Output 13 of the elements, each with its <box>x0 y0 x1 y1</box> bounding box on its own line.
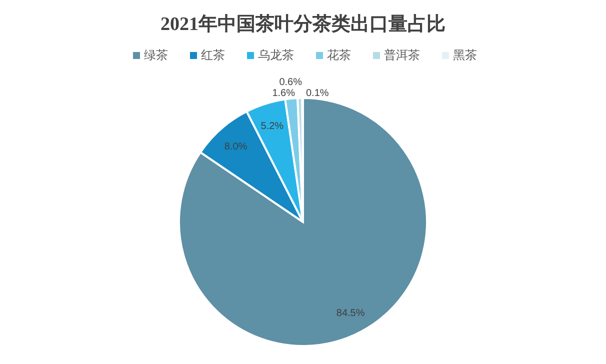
legend-label: 红茶 <box>201 48 225 62</box>
legend-label: 乌龙茶 <box>258 48 294 62</box>
data-label: 8.0% <box>224 142 248 153</box>
data-label: 0.6% <box>279 77 302 88</box>
legend-label: 绿茶 <box>144 48 168 62</box>
data-label: 1.6% <box>272 88 296 99</box>
legend-label: 花茶 <box>327 48 351 62</box>
chart-title: 2021年中国茶叶分茶类出口量占比 <box>160 13 446 35</box>
legend-label: 黑茶 <box>453 48 477 62</box>
data-label: 5.2% <box>260 121 284 132</box>
data-label: 0.1% <box>306 88 329 99</box>
data-label: 84.5% <box>336 308 365 319</box>
legend-label: 普洱茶 <box>384 48 420 62</box>
